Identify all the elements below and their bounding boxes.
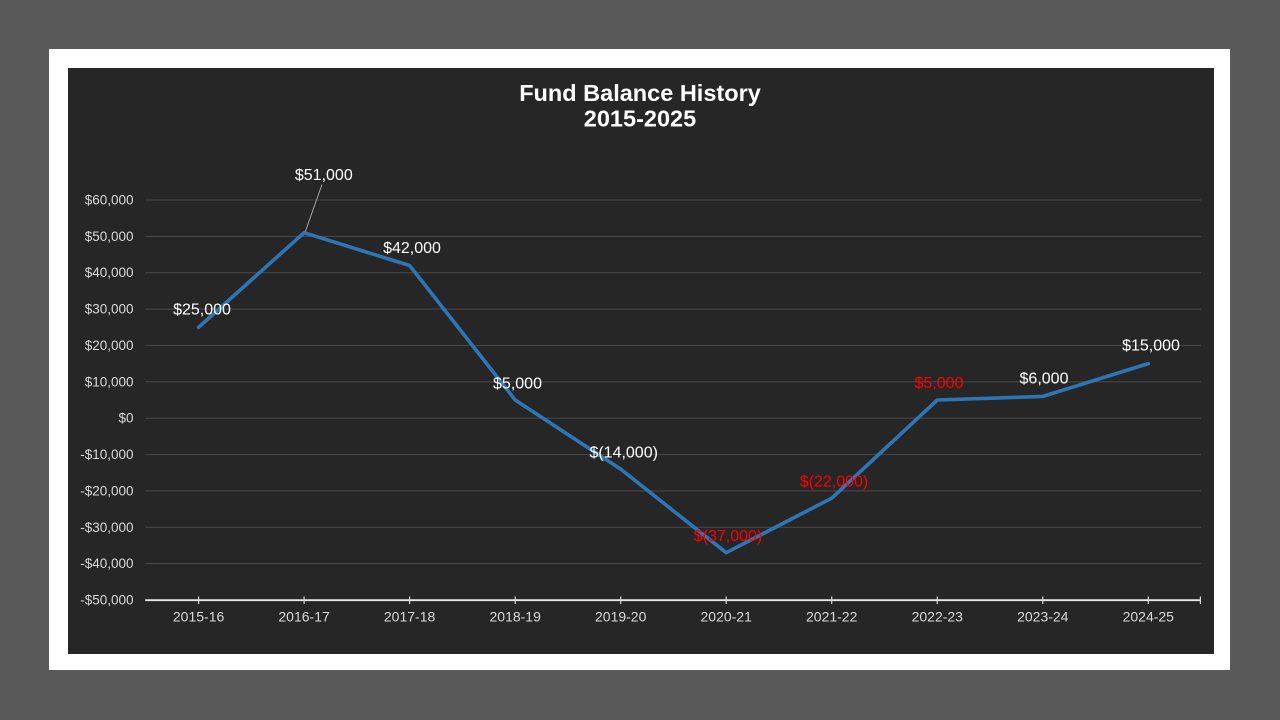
svg-text:$6,000: $6,000 — [1020, 370, 1069, 387]
svg-text:$10,000: $10,000 — [85, 374, 134, 389]
svg-text:-$40,000: -$40,000 — [80, 556, 133, 571]
svg-text:$60,000: $60,000 — [85, 193, 134, 208]
svg-text:$40,000: $40,000 — [85, 265, 134, 280]
svg-text:2024-25: 2024-25 — [1123, 609, 1175, 625]
svg-text:2015-16: 2015-16 — [173, 609, 225, 625]
svg-text:2017-18: 2017-18 — [384, 609, 436, 625]
svg-text:2018-19: 2018-19 — [490, 609, 542, 625]
svg-text:2015-2025: 2015-2025 — [584, 106, 696, 132]
svg-text:2019-20: 2019-20 — [595, 609, 647, 625]
svg-text:$(14,000): $(14,000) — [589, 444, 658, 461]
svg-text:$50,000: $50,000 — [85, 229, 134, 244]
svg-text:$42,000: $42,000 — [383, 240, 441, 257]
svg-text:$15,000: $15,000 — [1122, 338, 1180, 355]
svg-text:2020-21: 2020-21 — [701, 609, 753, 625]
svg-text:2023-24: 2023-24 — [1017, 609, 1069, 625]
svg-text:2016-17: 2016-17 — [278, 609, 330, 625]
svg-text:$(37,000): $(37,000) — [694, 528, 763, 545]
svg-text:Fund Balance History: Fund Balance History — [519, 80, 761, 106]
svg-text:$5,000: $5,000 — [493, 376, 542, 393]
svg-text:-$50,000: -$50,000 — [80, 593, 133, 608]
svg-text:$5,000: $5,000 — [915, 375, 964, 392]
svg-text:-$30,000: -$30,000 — [80, 520, 133, 535]
svg-text:$20,000: $20,000 — [85, 338, 134, 353]
svg-text:$0: $0 — [118, 411, 133, 426]
svg-text:2022-23: 2022-23 — [912, 609, 964, 625]
svg-text:-$20,000: -$20,000 — [80, 483, 133, 498]
svg-text:$30,000: $30,000 — [85, 302, 134, 317]
svg-text:2021-22: 2021-22 — [806, 609, 858, 625]
svg-text:$25,000: $25,000 — [173, 302, 231, 319]
svg-text:-$10,000: -$10,000 — [80, 447, 133, 462]
svg-text:$51,000: $51,000 — [295, 167, 353, 184]
svg-text:$(22,000): $(22,000) — [800, 474, 869, 491]
